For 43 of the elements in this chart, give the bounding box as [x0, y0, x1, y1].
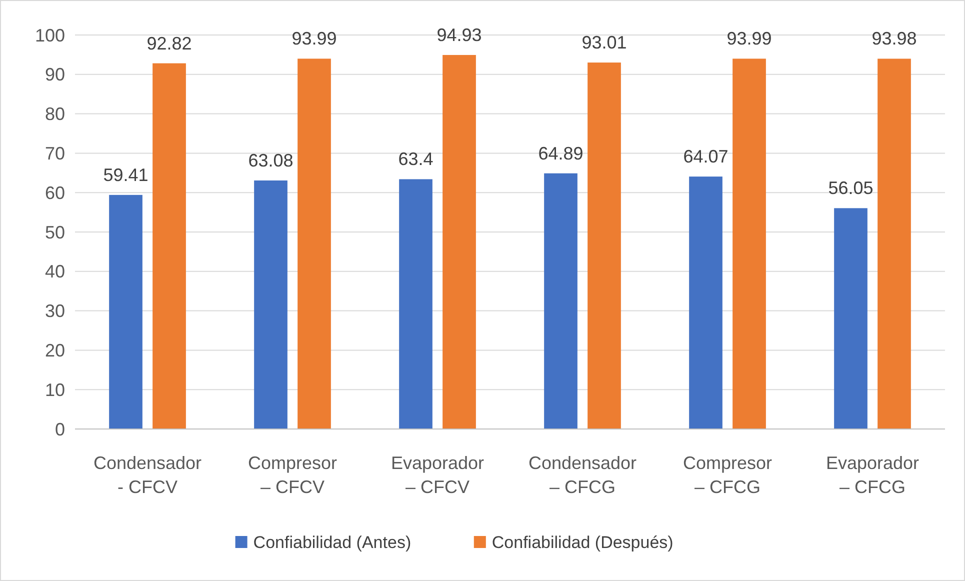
x-tick-label: Condensador – CFCG [528, 453, 637, 497]
bar [152, 63, 186, 429]
y-tick-label: 90 [44, 64, 65, 85]
x-tick-label: Evaporador – CFCG [826, 453, 920, 497]
x-tick-label: Condensador - CFCV [93, 453, 202, 497]
y-tick-label: 40 [44, 262, 65, 282]
bar [442, 54, 476, 429]
data-label: 93.99 [726, 28, 772, 49]
x-tick-label: Compresor – CFCV [248, 453, 338, 497]
y-tick-label: 50 [44, 222, 65, 242]
data-label: 64.89 [538, 143, 584, 164]
data-label: 64.07 [683, 146, 728, 167]
bar [399, 179, 432, 429]
bar [544, 173, 578, 429]
y-tick-label: 80 [44, 104, 65, 124]
y-tick-label: 70 [44, 144, 65, 164]
bar [588, 62, 621, 429]
bar [109, 194, 142, 429]
bar [298, 58, 331, 429]
data-label: 59.41 [103, 164, 148, 185]
bar [834, 208, 868, 429]
y-tick-label: 20 [44, 340, 65, 360]
bar [254, 180, 288, 429]
bar [689, 176, 722, 429]
x-tick-label: Compresor – CFCG [682, 453, 772, 497]
y-tick-label: 0 [54, 419, 65, 440]
data-label: 63.08 [248, 150, 294, 170]
data-label: 93.98 [872, 28, 917, 49]
data-label: 63.4 [398, 149, 434, 170]
legend-label: Confiabilidad (Después) [492, 533, 674, 552]
bar [878, 58, 911, 429]
x-tick-label: Evaporador – CFCV [390, 453, 484, 497]
y-tick-label: 10 [44, 380, 65, 400]
data-label: 56.05 [828, 178, 874, 198]
bar [732, 58, 766, 429]
y-tick-label: 100 [34, 25, 65, 46]
data-label: 93.01 [582, 32, 627, 53]
data-label: 94.93 [436, 24, 482, 45]
data-label: 92.82 [146, 33, 192, 54]
data-label: 93.99 [292, 28, 337, 49]
legend-label: Confiabilidad (Antes) [253, 533, 412, 552]
y-tick-label: 60 [44, 182, 65, 203]
y-tick-label: 30 [44, 301, 65, 322]
